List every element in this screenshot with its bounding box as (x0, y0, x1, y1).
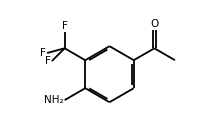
Text: O: O (150, 19, 159, 29)
Text: F: F (62, 21, 68, 31)
Text: F: F (45, 56, 51, 66)
Text: F: F (41, 48, 46, 58)
Text: NH₂: NH₂ (44, 95, 64, 105)
